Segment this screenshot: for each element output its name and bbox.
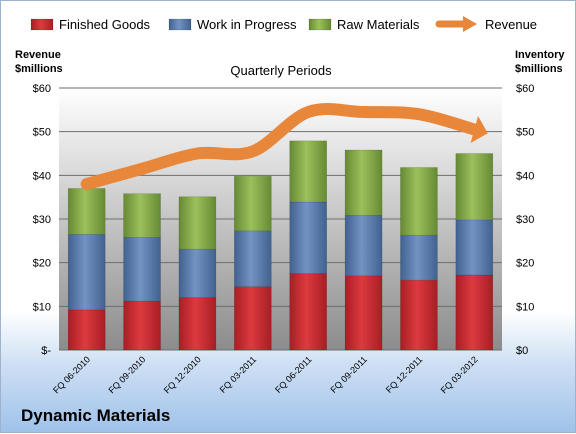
x-tick-label: FQ 09-2011 xyxy=(328,354,369,395)
company-name: Dynamic Materials xyxy=(21,406,171,425)
right-axis-title: Inventory $millions xyxy=(515,49,568,75)
left-axis-title-line2: $millions xyxy=(15,63,63,75)
legend-label: Work in Progress xyxy=(197,17,297,32)
bar-work-in-progress xyxy=(344,215,383,277)
bar-work-in-progress xyxy=(289,201,327,274)
right-tick-label: $20 xyxy=(516,258,534,270)
bar-raw-materials xyxy=(344,149,383,216)
bar-finished-goods xyxy=(344,275,383,351)
bar-finished-goods xyxy=(178,297,217,351)
bar-finished-goods xyxy=(455,274,494,351)
bar-work-in-progress xyxy=(234,230,272,287)
x-tick-label: FQ 12-2011 xyxy=(384,354,425,395)
legend-label: Finished Goods xyxy=(59,17,151,32)
bar-work-in-progress xyxy=(455,219,494,276)
left-tick-label: $- xyxy=(41,345,51,357)
left-tick-label: $60 xyxy=(33,83,51,95)
legend-swatch-revenue-arrow xyxy=(463,16,477,32)
legend-swatch-raw-materials xyxy=(308,18,332,31)
legend-swatch-work-in-progress xyxy=(168,18,192,31)
right-axis-title-line2: $millions xyxy=(515,63,563,75)
bar-raw-materials xyxy=(234,175,272,232)
right-tick-label: $50 xyxy=(516,127,534,139)
legend-label: Revenue xyxy=(485,17,537,32)
bar-work-in-progress xyxy=(178,248,217,298)
right-tick-label: $60 xyxy=(516,83,534,95)
left-tick-label: $10 xyxy=(33,301,51,313)
bar-raw-materials xyxy=(289,140,327,203)
right-tick-label: $40 xyxy=(516,170,534,182)
legend-swatch-finished-goods xyxy=(30,18,54,31)
bar-raw-materials xyxy=(67,188,106,235)
bar-raw-materials xyxy=(123,193,161,238)
bar-finished-goods xyxy=(400,279,438,351)
revenue-arrowhead xyxy=(470,115,488,143)
bar-work-in-progress xyxy=(400,234,438,281)
left-tick-label: $30 xyxy=(33,214,51,226)
x-tick-label: FQ 06-2010 xyxy=(51,354,92,395)
bar-work-in-progress xyxy=(67,233,106,311)
x-tick-label: FQ 09-2010 xyxy=(106,354,147,395)
revenue-line xyxy=(80,103,481,191)
bar-raw-materials xyxy=(178,196,217,250)
bar-finished-goods xyxy=(289,273,327,351)
x-tick-label: FQ 06-2011 xyxy=(273,354,314,395)
bar-finished-goods xyxy=(123,300,161,351)
chart-title: Quarterly Periods xyxy=(230,63,332,78)
right-tick-label: $0 xyxy=(516,345,528,357)
left-tick-label: $50 xyxy=(33,127,51,139)
x-tick-label: FQ 03-2012 xyxy=(439,354,480,395)
right-tick-label: $30 xyxy=(516,214,534,226)
x-tick-label: FQ 12-2010 xyxy=(162,354,203,395)
right-tick-label: $10 xyxy=(516,301,534,313)
bar-work-in-progress xyxy=(123,237,161,302)
left-axis-title: Revenue $millions xyxy=(15,49,64,75)
bar-finished-goods xyxy=(234,286,272,351)
left-tick-label: $20 xyxy=(33,258,51,270)
bar-finished-goods xyxy=(67,309,106,351)
legend-label: Raw Materials xyxy=(337,17,420,32)
left-tick-label: $40 xyxy=(33,170,51,182)
bar-raw-materials xyxy=(400,167,438,236)
bar-raw-materials xyxy=(455,153,494,221)
left-axis-title-line1: Revenue xyxy=(15,49,61,61)
right-axis-title-line1: Inventory xyxy=(515,49,565,61)
x-tick-label: FQ 03-2011 xyxy=(218,354,259,395)
